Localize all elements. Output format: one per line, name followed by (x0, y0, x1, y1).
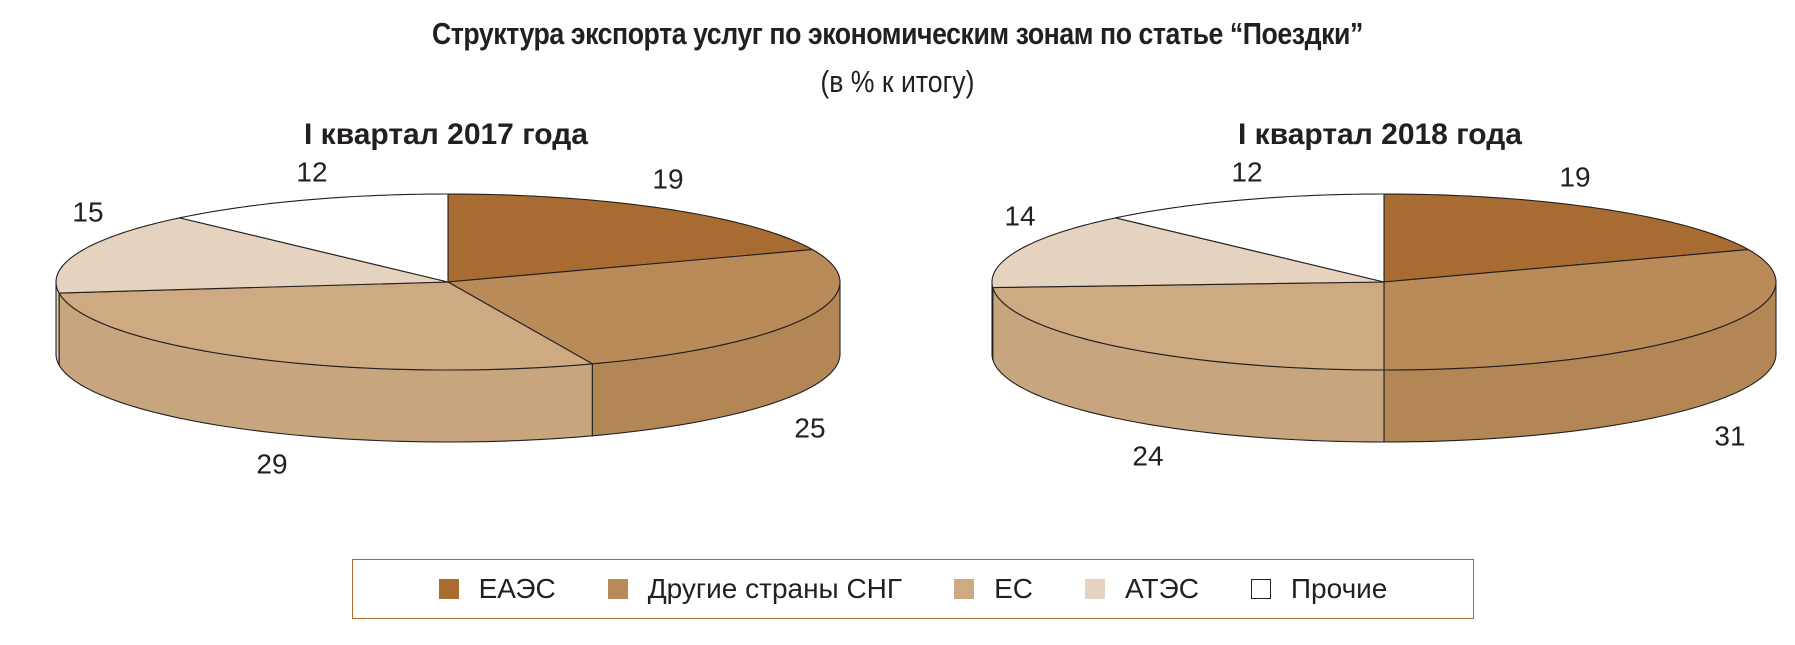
pie-slice-Другие страны СНГ (447, 249, 841, 365)
pie-0: 19 25 29 15 12 (55, 156, 841, 479)
pie-slice-АТЭС (991, 217, 1385, 289)
data-label: 14 (1004, 200, 1035, 231)
pie-side-АТЭС (991, 281, 994, 361)
pie-slice-ЕС (58, 281, 593, 371)
pie-title-2017: I квартал 2017 года (304, 118, 588, 151)
data-label: 19 (652, 163, 683, 194)
chart-title: Структура экспорта услуг по экономически… (431, 16, 1363, 51)
pie-side (991, 281, 1777, 443)
pie-1: 19 31 24 14 12 (991, 156, 1777, 471)
pie-slice-Другие страны СНГ (1383, 249, 1777, 371)
data-label: 12 (296, 156, 327, 187)
pie-slice-ЕАЭС (447, 193, 814, 283)
pie-slice-Прочие (1115, 193, 1385, 283)
legend-item-cis: Другие страны СНГ (607, 573, 903, 605)
pie-slice-ЕАЭС (1383, 193, 1750, 283)
data-label: 19 (1559, 161, 1590, 192)
legend-label: Прочие (1290, 573, 1388, 604)
pie-slice-ЕС (992, 281, 1385, 371)
legend: ЕАЭС Другие страны СНГ ЕС АТЭС Прочие (352, 559, 1474, 619)
legend-item-other: Прочие (1250, 573, 1388, 605)
legend-swatch (607, 579, 628, 599)
chart-subtitle: (в % к итогу) (820, 64, 975, 99)
pie-side (55, 281, 841, 443)
legend-label: АТЭС (1124, 573, 1199, 604)
data-label: 12 (1231, 156, 1262, 187)
data-label: 29 (256, 448, 287, 479)
legend-item-eu: ЕС (954, 573, 1033, 605)
legend-label: ЕАЭС (478, 573, 556, 604)
legend-item-apec: АТЭС (1084, 573, 1199, 605)
legend-label: Другие страны СНГ (647, 573, 903, 604)
pie-slice-Прочие (179, 193, 449, 283)
data-label: 15 (72, 196, 103, 227)
legend-item-eaes: ЕАЭС (438, 573, 556, 605)
data-label: 24 (1132, 440, 1163, 471)
legend-swatch (1250, 579, 1271, 599)
data-label: 31 (1714, 420, 1745, 451)
data-label: 25 (794, 412, 825, 443)
legend-swatch (1084, 579, 1105, 599)
legend-swatch (438, 579, 459, 599)
pie-side-АТЭС (55, 281, 60, 366)
pie-title-2018: I квартал 2018 года (1238, 118, 1522, 151)
legend-label: ЕС (994, 573, 1033, 604)
legend-swatch (954, 579, 975, 599)
pie-slice-АТЭС (55, 217, 449, 294)
